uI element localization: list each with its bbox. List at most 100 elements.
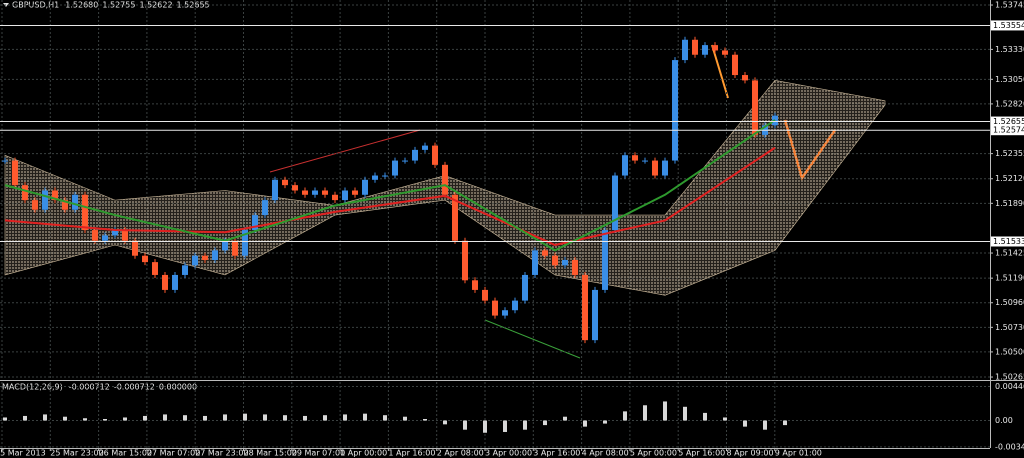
- candle-body: [292, 185, 298, 191]
- macd-bar: [783, 420, 787, 426]
- macd-bar: [63, 416, 67, 421]
- macd-bar: [343, 414, 347, 421]
- candle-body: [472, 280, 478, 290]
- macd-bar: [283, 415, 287, 421]
- macd-bar: [323, 415, 327, 421]
- candle-body: [2, 160, 8, 162]
- macd-bar: [663, 401, 667, 421]
- candle-body: [592, 289, 598, 341]
- candle-body: [42, 190, 48, 210]
- time-label: 1 Apr 16:00: [388, 449, 435, 458]
- candle-body: [392, 160, 398, 176]
- header-value: 0.000000: [159, 383, 197, 392]
- candle-body: [112, 230, 118, 236]
- macd-bar: [523, 420, 527, 430]
- time-label: 5 Apr 16:00: [678, 449, 725, 458]
- candle-body: [552, 255, 558, 266]
- time-label: 25 Mar 2013: [0, 449, 46, 458]
- macd-bar: [583, 420, 587, 427]
- time-label: 5 Apr 00:00: [630, 449, 677, 458]
- trend-stroke: [711, 44, 729, 99]
- moving-average: [4, 146, 776, 247]
- level-label: 1.53554: [993, 21, 1024, 30]
- candle-body: [652, 160, 658, 176]
- macd-bar: [83, 418, 87, 421]
- candle-body: [122, 230, 128, 241]
- candle-body: [512, 300, 518, 311]
- macd-bar: [443, 420, 447, 425]
- y-tick-label: 1.50500: [995, 347, 1024, 356]
- candle-body: [632, 155, 638, 161]
- candle-body: [672, 60, 678, 161]
- macd-bar: [703, 412, 707, 421]
- candle-body: [12, 160, 18, 186]
- candle-body: [542, 250, 548, 256]
- candle-body: [582, 274, 588, 341]
- macd-bar: [683, 406, 687, 421]
- moving-average: [4, 119, 776, 252]
- candle-body: [572, 259, 578, 275]
- header-value: -0.000712: [114, 383, 155, 392]
- candle-body: [22, 185, 28, 201]
- divergence-line: [269, 129, 421, 173]
- candle-body: [102, 235, 108, 241]
- candle-body: [152, 262, 158, 275]
- y-tick-label: 1.50730: [995, 323, 1024, 332]
- candle-body: [422, 145, 428, 150]
- candle-body: [352, 190, 358, 195]
- level-label: 1.52574: [993, 126, 1024, 135]
- time-label: 2 Apr 08:00: [437, 449, 484, 458]
- y-tick-label: 1.51425: [995, 249, 1024, 258]
- macd-bar: [3, 417, 7, 421]
- candle-body: [242, 230, 248, 256]
- y-tick-label: 0.00: [995, 416, 1013, 425]
- candle-body: [312, 190, 318, 195]
- candle-body: [372, 175, 378, 180]
- candle-body: [432, 145, 438, 165]
- macd-bar: [563, 416, 567, 421]
- level-label: 1.52655: [993, 117, 1024, 126]
- level-label-box: [991, 116, 1024, 127]
- macd-bar: [723, 417, 727, 421]
- y-tick-label: 1.50265: [995, 373, 1024, 382]
- macd-bar: [503, 420, 507, 432]
- candle-body: [272, 179, 278, 201]
- macd-bar: [483, 420, 487, 433]
- candle-body: [712, 45, 718, 51]
- candle-body: [602, 230, 608, 290]
- macd-bar: [543, 420, 547, 426]
- candle-body: [702, 45, 708, 55]
- candle-body: [452, 194, 458, 241]
- macd-bar: [103, 419, 107, 421]
- candle-body: [162, 274, 168, 290]
- candle-body: [282, 179, 288, 186]
- macd-bar: [743, 420, 747, 427]
- macd-bar: [423, 419, 427, 421]
- time-label: 8 Apr 09:00: [727, 449, 774, 458]
- macd-bar: [383, 415, 387, 421]
- macd-bar: [603, 420, 607, 424]
- candle-body: [322, 190, 328, 195]
- macd-bar: [623, 411, 627, 421]
- time-label: 9 Apr 01:00: [775, 449, 822, 458]
- candle-body: [32, 200, 38, 210]
- time-label: 28 Mar 15:00: [244, 449, 297, 458]
- candle-body: [262, 200, 268, 216]
- macd-bar: [243, 413, 247, 421]
- header-value: 1.52755: [102, 1, 135, 10]
- time-label: 3 Apr 16:00: [533, 449, 580, 458]
- y-tick-label: 1.53050: [995, 75, 1024, 84]
- candle-body: [742, 75, 748, 81]
- y-tick-label: 1.52120: [995, 174, 1024, 183]
- level-label-box: [991, 236, 1024, 247]
- time-label: 26 Mar 15:00: [99, 449, 152, 458]
- candle-body: [62, 200, 68, 210]
- header-value: -0.000712: [69, 383, 110, 392]
- time-label: 29 Mar 07:00: [292, 449, 345, 458]
- indicator-title: GBPUSD,H1: [12, 1, 59, 10]
- macd-bar: [463, 420, 467, 430]
- macd-bar: [363, 413, 367, 421]
- macd-bar: [163, 414, 167, 421]
